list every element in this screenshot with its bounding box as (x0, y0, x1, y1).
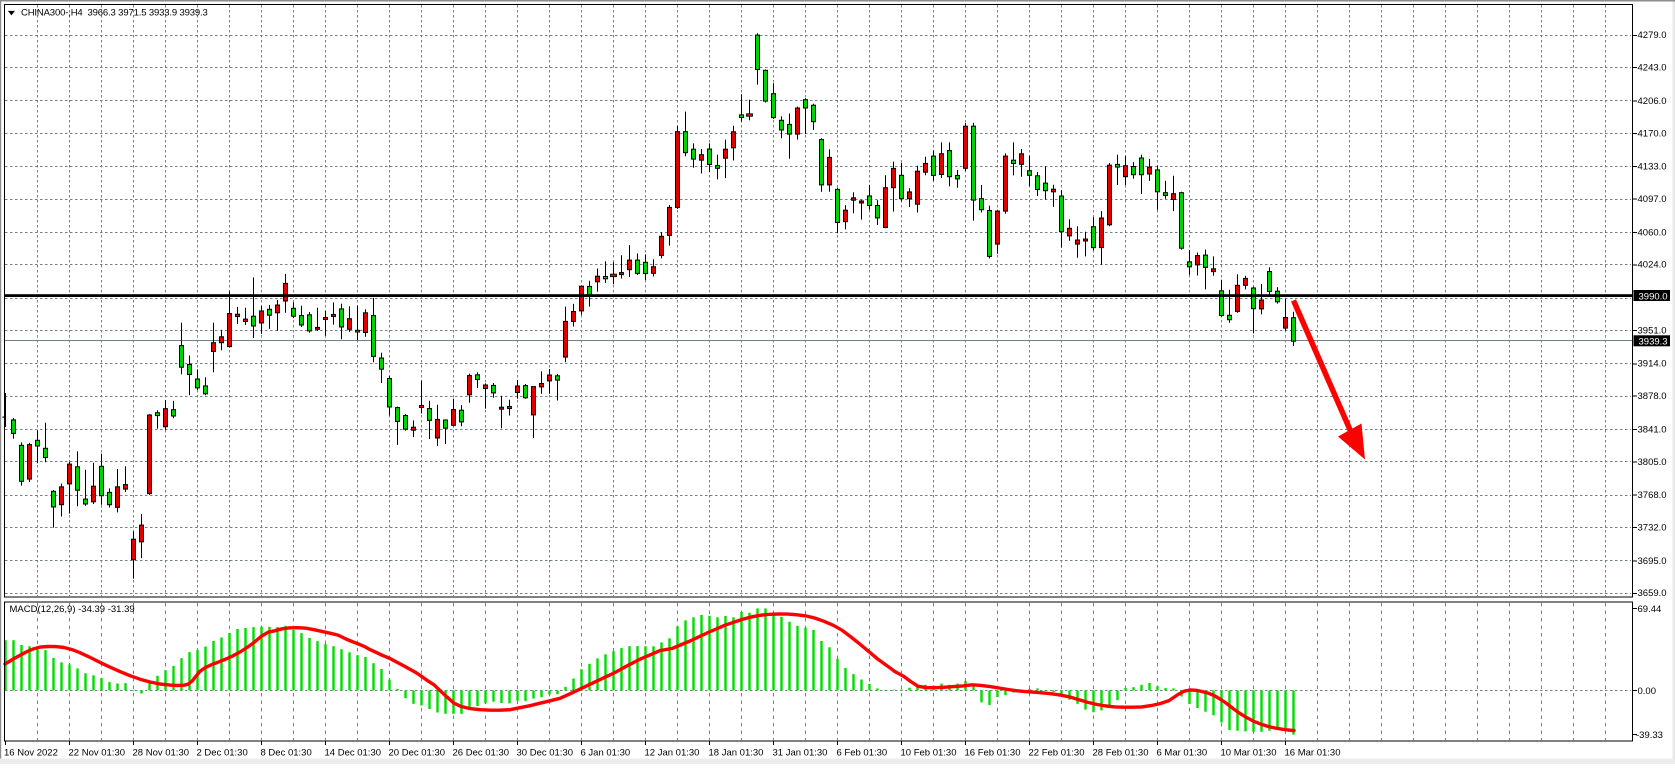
svg-text:10 Mar 01:30: 10 Mar 01:30 (1221, 748, 1277, 759)
svg-text:3768.0: 3768.0 (1638, 490, 1667, 501)
svg-text:CHINA300-,H4 3966.3 3971.5 39: CHINA300-,H4 3966.3 3971.5 3933.9 3939.3 (21, 7, 208, 18)
svg-text:4060.0: 4060.0 (1638, 227, 1667, 238)
svg-text:16 Nov 2022: 16 Nov 2022 (4, 748, 58, 759)
svg-text:MACD(12,26,9) -34.39 -31.39: MACD(12,26,9) -34.39 -31.39 (10, 604, 135, 615)
svg-text:3805.0: 3805.0 (1638, 457, 1667, 468)
svg-text:3914.0: 3914.0 (1638, 359, 1667, 370)
svg-text:0.00: 0.00 (1638, 686, 1657, 697)
svg-text:3695.0: 3695.0 (1638, 556, 1667, 567)
svg-text:28 Feb 01:30: 28 Feb 01:30 (1093, 748, 1149, 759)
svg-text:20 Dec 01:30: 20 Dec 01:30 (389, 748, 446, 759)
svg-text:10 Feb 01:30: 10 Feb 01:30 (901, 748, 957, 759)
svg-text:3951.0: 3951.0 (1638, 325, 1667, 336)
svg-text:3878.0: 3878.0 (1638, 391, 1667, 402)
svg-text:6 Feb 01:30: 6 Feb 01:30 (837, 748, 888, 759)
svg-text:3659.0: 3659.0 (1638, 588, 1667, 599)
svg-text:28 Nov 01:30: 28 Nov 01:30 (133, 748, 190, 759)
svg-text:6 Mar 01:30: 6 Mar 01:30 (1157, 748, 1208, 759)
svg-text:-39.33: -39.33 (1636, 730, 1663, 741)
svg-text:3841.0: 3841.0 (1638, 424, 1667, 435)
svg-text:30 Dec 01:30: 30 Dec 01:30 (517, 748, 574, 759)
svg-text:3732.0: 3732.0 (1638, 523, 1667, 534)
svg-text:4243.0: 4243.0 (1638, 63, 1667, 74)
svg-text:3939.3: 3939.3 (1639, 337, 1668, 348)
svg-text:4133.0: 4133.0 (1638, 162, 1667, 173)
svg-text:4279.0: 4279.0 (1638, 30, 1667, 41)
svg-text:2 Dec 01:30: 2 Dec 01:30 (197, 748, 248, 759)
svg-text:16 Feb 01:30: 16 Feb 01:30 (965, 748, 1021, 759)
svg-text:4170.0: 4170.0 (1638, 128, 1667, 139)
svg-text:8 Dec 01:30: 8 Dec 01:30 (261, 748, 312, 759)
svg-text:6 Jan 01:30: 6 Jan 01:30 (581, 748, 631, 759)
svg-text:14 Dec 01:30: 14 Dec 01:30 (325, 748, 382, 759)
svg-text:4097.0: 4097.0 (1638, 194, 1667, 205)
svg-text:3990.0: 3990.0 (1639, 291, 1668, 302)
svg-text:4024.0: 4024.0 (1638, 260, 1667, 271)
svg-text:31 Jan 01:30: 31 Jan 01:30 (773, 748, 828, 759)
svg-text:4206.0: 4206.0 (1638, 96, 1667, 107)
svg-text:22 Nov 01:30: 22 Nov 01:30 (69, 748, 126, 759)
svg-text:16 Mar 01:30: 16 Mar 01:30 (1285, 748, 1341, 759)
svg-text:12 Jan 01:30: 12 Jan 01:30 (645, 748, 700, 759)
svg-text:69.44: 69.44 (1638, 604, 1662, 615)
svg-text:22 Feb 01:30: 22 Feb 01:30 (1029, 748, 1085, 759)
svg-text:26 Dec 01:30: 26 Dec 01:30 (453, 748, 510, 759)
svg-text:18 Jan 01:30: 18 Jan 01:30 (709, 748, 764, 759)
